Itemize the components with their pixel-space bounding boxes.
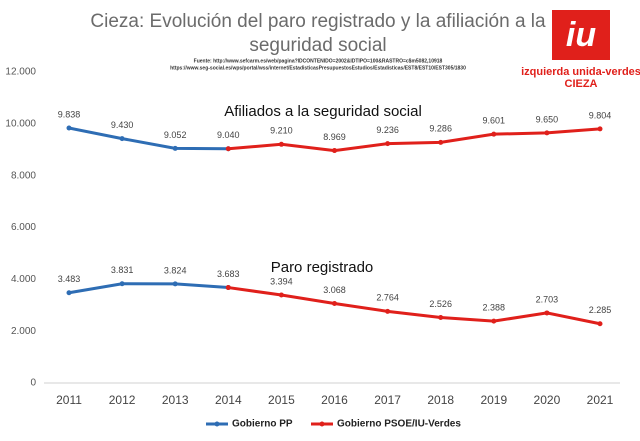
line xyxy=(228,286,601,326)
value-label: 9.210 xyxy=(270,126,293,136)
point xyxy=(438,139,444,145)
point xyxy=(332,300,337,306)
x-tick-label: 2015 xyxy=(268,393,295,407)
point xyxy=(225,146,231,152)
chart-title: Cieza: Evolución del paro registrado y l… xyxy=(90,11,546,56)
y-tick-label: 0 xyxy=(30,378,36,389)
point xyxy=(385,141,391,147)
logo-name: izquierda unida-verdes xyxy=(521,66,640,78)
point xyxy=(597,126,603,132)
y-tick-label: 4.000 xyxy=(11,274,36,285)
group-label: Paro registrado xyxy=(271,259,374,276)
point xyxy=(66,290,72,296)
legend-label: Gobierno PSOE/IU-Verdes xyxy=(337,419,461,430)
x-tick-label: 2012 xyxy=(109,393,136,407)
source: https://www.seg-social.es/wps/portal/wss… xyxy=(170,65,466,71)
value-label: 3.483 xyxy=(58,274,81,284)
point xyxy=(597,321,603,327)
value-label: 2.388 xyxy=(483,302,506,312)
point xyxy=(438,315,444,321)
x-tick-label: 2013 xyxy=(162,393,189,407)
point xyxy=(278,292,284,298)
y-tick-label: 10.000 xyxy=(5,118,36,129)
point xyxy=(332,148,337,154)
point xyxy=(491,318,497,324)
point xyxy=(544,130,550,136)
x-tick-label: 2014 xyxy=(215,393,242,407)
value-label: 9.804 xyxy=(589,110,612,120)
y-tick-label: 6.000 xyxy=(11,222,36,233)
value-label: 3.683 xyxy=(217,269,240,279)
legend-label: Gobierno PP xyxy=(232,419,293,430)
line xyxy=(68,282,229,295)
point xyxy=(491,131,497,137)
x-tick-label: 2017 xyxy=(374,393,401,407)
point xyxy=(544,310,550,316)
value-label: 9.286 xyxy=(429,124,452,134)
point xyxy=(119,136,125,142)
source: Fuente: http://www.sefcarm.es/web/pagina… xyxy=(194,58,443,64)
value-label: 9.430 xyxy=(111,120,134,130)
logo-mark: iu xyxy=(566,16,596,54)
value-label: 9.601 xyxy=(483,116,506,126)
point xyxy=(385,308,391,314)
value-label: 9.040 xyxy=(217,130,240,140)
value-label: 3.394 xyxy=(270,276,293,286)
y-tick-label: 2.000 xyxy=(11,326,36,337)
value-label: 2.526 xyxy=(429,299,452,309)
legend-swatch-point xyxy=(214,421,220,427)
point xyxy=(172,145,178,151)
value-label: 3.068 xyxy=(323,285,346,295)
x-tick-label: 2021 xyxy=(587,393,614,407)
value-label: 2.764 xyxy=(376,293,399,303)
value-label: 9.838 xyxy=(58,109,81,119)
logo-box xyxy=(552,10,610,60)
point xyxy=(225,285,231,291)
x-tick-label: 2018 xyxy=(427,393,454,407)
y-tick-label: 8.000 xyxy=(11,170,36,181)
value-label: 3.831 xyxy=(111,265,134,275)
x-tick-label: 2020 xyxy=(534,393,561,407)
legend-swatch-point xyxy=(319,421,325,427)
point xyxy=(278,141,284,147)
value-label: 2.703 xyxy=(536,294,559,304)
y-tick-label: 12.000 xyxy=(5,67,36,78)
point xyxy=(119,281,125,287)
value-label: 3.824 xyxy=(164,265,187,275)
group-label: Afiliados a la seguridad social xyxy=(224,103,422,120)
line xyxy=(68,126,229,151)
value-label: 8.969 xyxy=(323,132,346,142)
value-label: 2.285 xyxy=(589,305,612,315)
logo-place: CIEZA xyxy=(565,78,598,90)
value-label: 9.236 xyxy=(376,125,399,135)
value-label: 9.052 xyxy=(164,130,187,140)
x-tick-label: 2016 xyxy=(321,393,348,407)
point xyxy=(172,281,178,287)
x-tick-label: 2019 xyxy=(480,393,507,407)
line xyxy=(228,127,601,153)
x-tick-label: 2011 xyxy=(56,393,82,407)
point xyxy=(66,125,72,131)
value-label: 9.650 xyxy=(536,114,559,124)
